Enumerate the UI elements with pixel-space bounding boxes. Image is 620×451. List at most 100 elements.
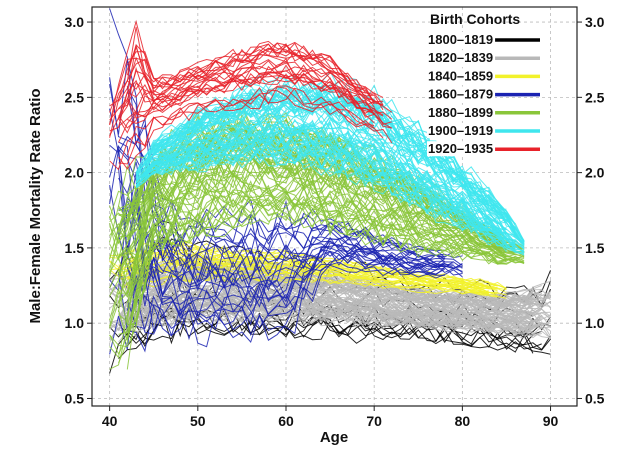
legend-title: Birth Cohorts <box>430 11 520 27</box>
legend-items: 1800–1819 1820–1839 1840–1859 1860–1879 1880… <box>427 32 540 157</box>
x-tick-label: 70 <box>366 413 382 429</box>
series-layer <box>109 8 551 374</box>
series-line <box>118 71 375 143</box>
series-line <box>118 64 384 119</box>
series-line <box>126 177 525 308</box>
y-tick-label: 3.0 <box>65 14 85 30</box>
series-line <box>118 187 525 341</box>
series-line <box>109 51 375 121</box>
series-line <box>126 249 463 319</box>
series-line <box>118 60 375 120</box>
legend-label-bg <box>427 123 496 138</box>
legend-label: 1800–1819 <box>428 32 493 47</box>
series-line <box>109 185 445 312</box>
series-line <box>118 261 445 353</box>
legend-label: 1880–1899 <box>428 105 493 120</box>
series-line <box>126 253 463 333</box>
series-line <box>126 255 445 331</box>
series-line <box>153 89 525 243</box>
series-line <box>109 135 446 263</box>
series-1920–1935 <box>109 19 393 171</box>
series-line <box>109 201 507 348</box>
y-tick-label: 1.0 <box>65 315 85 331</box>
y-axis-title: Male:Female Mortality Rate Ratio <box>27 88 44 323</box>
legend-label: 1920–1935 <box>428 141 493 156</box>
series-line <box>126 200 445 284</box>
series-line <box>126 26 375 104</box>
series-line <box>118 64 384 127</box>
series-line <box>126 250 446 335</box>
series-line <box>144 133 516 247</box>
x-tick-label: 60 <box>278 413 294 429</box>
y-tick-label-right: 3.0 <box>585 14 605 30</box>
plot-frame <box>91 6 578 407</box>
series-line <box>109 177 516 327</box>
series-line <box>135 146 525 255</box>
series-line <box>135 142 507 243</box>
series-line <box>118 292 534 329</box>
legend-label-bg <box>427 104 496 120</box>
series-line <box>118 87 375 170</box>
y-tick-label-right: 1.0 <box>585 315 605 331</box>
x-axis: 40 50 60 70 80 90 <box>102 406 559 429</box>
series-line <box>153 138 525 256</box>
series-line <box>109 145 463 297</box>
y-tick-label-right: 0.5 <box>585 390 605 406</box>
series-line <box>118 255 498 295</box>
legend-label: 1900–1919 <box>428 123 493 138</box>
series-line <box>118 148 507 274</box>
legend-label: 1820–1839 <box>428 50 493 65</box>
series-line <box>127 246 489 289</box>
series-line <box>109 45 384 113</box>
series-line <box>135 144 516 249</box>
series-line <box>144 103 525 246</box>
series-line <box>126 43 384 98</box>
series-line <box>144 92 516 230</box>
legend-label-bg <box>427 86 496 102</box>
series-line <box>118 161 463 283</box>
series-line <box>109 58 393 138</box>
y-tick-label-right: 2.5 <box>585 89 605 105</box>
x-tick-label: 90 <box>543 413 559 429</box>
series-line <box>144 93 525 244</box>
y-tick-label-right: 1.5 <box>585 240 605 256</box>
x-tick-label: 40 <box>102 413 118 429</box>
series-line <box>109 194 525 370</box>
series-line <box>109 42 384 107</box>
x-tick-label: 80 <box>455 413 471 429</box>
y-tick-label: 1.5 <box>65 240 85 256</box>
series-line <box>135 123 507 241</box>
series-line <box>109 40 375 126</box>
legend-label-bg <box>427 68 496 84</box>
legend-label-bg <box>427 50 496 66</box>
legend-label: 1840–1859 <box>428 68 493 83</box>
y-axis-right: 0.5 1.0 1.5 2.0 2.5 3.0 <box>577 14 605 406</box>
series-line <box>118 301 534 335</box>
x-axis-title: Age <box>320 429 348 446</box>
y-tick-label-right: 2.0 <box>585 165 605 181</box>
series-line <box>135 141 507 253</box>
series-line <box>109 89 384 171</box>
series-line <box>109 264 463 355</box>
y-axis-left: 0.5 1.0 1.5 2.0 2.5 3.0 <box>65 14 92 406</box>
series-line <box>127 287 534 318</box>
y-tick-label: 2.0 <box>65 165 85 181</box>
legend-label-bg <box>427 32 496 47</box>
series-line <box>118 69 392 134</box>
series-line <box>118 141 454 294</box>
x-tick-label: 50 <box>190 413 206 429</box>
legend-label: 1860–1879 <box>428 87 493 102</box>
series-line <box>127 284 551 323</box>
series-line <box>126 43 384 111</box>
series-line <box>127 160 507 271</box>
legend-label-bg <box>427 141 496 157</box>
y-tick-label: 2.5 <box>65 89 85 105</box>
series-line <box>126 289 542 326</box>
series-line <box>144 149 525 254</box>
series-line <box>118 288 542 322</box>
y-tick-label: 0.5 <box>65 390 85 406</box>
series-line <box>118 159 525 313</box>
series-line <box>135 143 525 254</box>
